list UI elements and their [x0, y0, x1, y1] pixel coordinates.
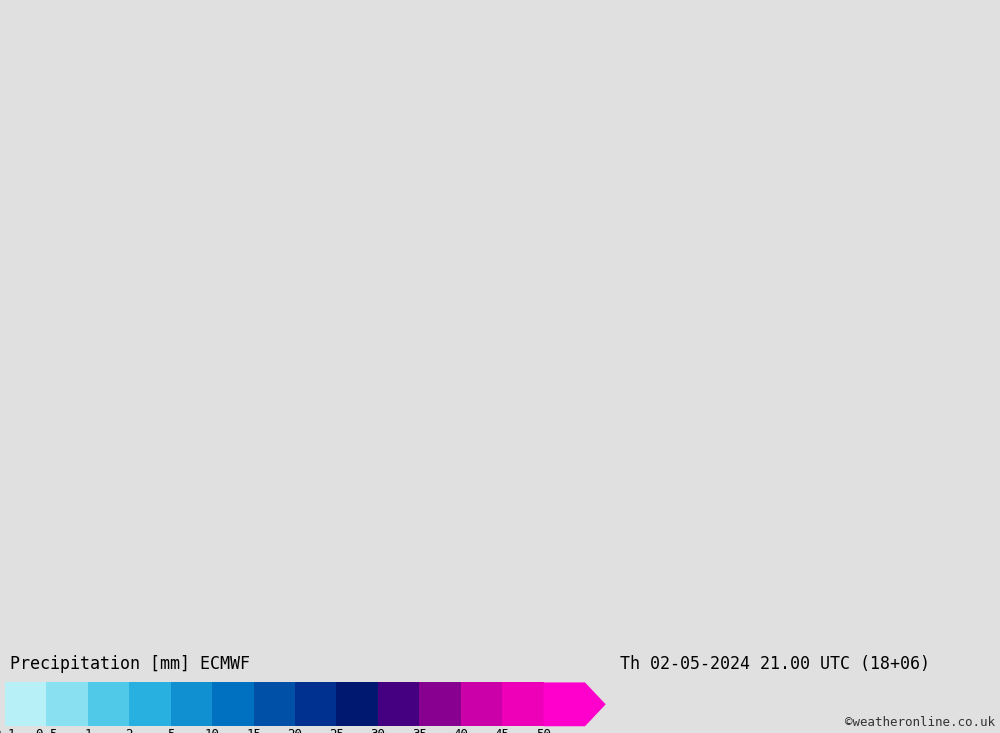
Bar: [419, 682, 461, 726]
Bar: [88, 682, 129, 726]
Text: 10: 10: [205, 728, 220, 733]
Bar: [5, 682, 46, 726]
Text: 0.1: 0.1: [0, 728, 16, 733]
Text: 35: 35: [412, 728, 427, 733]
Text: Precipitation [mm] ECMWF: Precipitation [mm] ECMWF: [10, 655, 250, 674]
Bar: [336, 682, 378, 726]
Bar: [171, 682, 212, 726]
Bar: [46, 682, 88, 726]
Text: 40: 40: [453, 728, 468, 733]
Bar: [378, 682, 419, 726]
Text: Th 02-05-2024 21.00 UTC (18+06): Th 02-05-2024 21.00 UTC (18+06): [620, 655, 930, 674]
Text: 50: 50: [536, 728, 551, 733]
Bar: [212, 682, 254, 726]
Bar: [129, 682, 171, 726]
Text: 2: 2: [126, 728, 133, 733]
Bar: [295, 682, 336, 726]
Text: 1: 1: [84, 728, 92, 733]
Text: 45: 45: [495, 728, 510, 733]
Polygon shape: [544, 682, 606, 726]
Text: 5: 5: [167, 728, 174, 733]
Text: ©weatheronline.co.uk: ©weatheronline.co.uk: [845, 716, 995, 729]
Text: 20: 20: [288, 728, 302, 733]
Text: 15: 15: [246, 728, 261, 733]
Text: 30: 30: [370, 728, 385, 733]
Bar: [254, 682, 295, 726]
Text: 0.5: 0.5: [35, 728, 58, 733]
Bar: [502, 682, 544, 726]
Bar: [461, 682, 502, 726]
Text: 25: 25: [329, 728, 344, 733]
